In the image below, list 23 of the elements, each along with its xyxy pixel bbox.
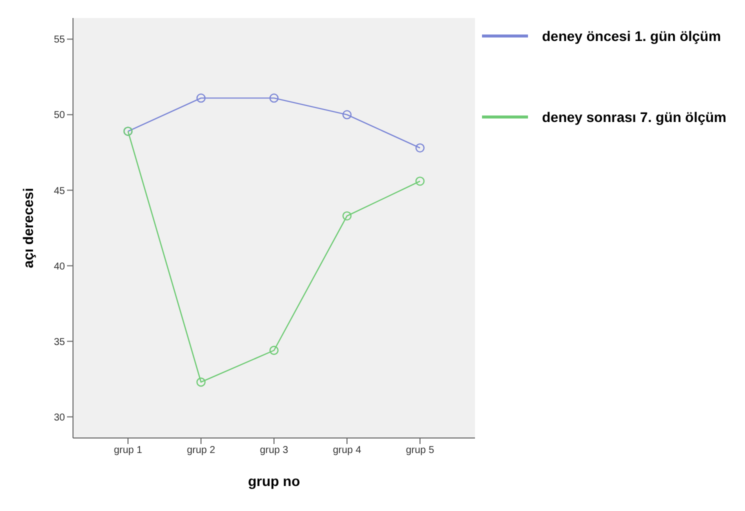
point <box>196 93 206 103</box>
y-tick-label: 40 <box>54 261 66 272</box>
y-tick-label: 55 <box>54 34 66 46</box>
x-axis-title: grup no <box>248 473 300 489</box>
point <box>269 93 279 103</box>
legend-label: deney sonrası 7. gün ölçüm <box>542 109 726 125</box>
point <box>342 110 352 120</box>
y-tick-label: 30 <box>54 412 66 424</box>
point <box>196 378 206 387</box>
y-tick-label: 50 <box>54 110 66 122</box>
legend-label: deney öncesi 1. gün ölçüm <box>542 28 721 44</box>
x-tick-label: grup 1 <box>114 445 143 456</box>
x-tick-label: grup 4 <box>332 445 362 456</box>
y-tick-label: 45 <box>54 186 66 197</box>
y-tick-label: 35 <box>54 336 66 348</box>
x-tick-label: grup 5 <box>406 445 435 456</box>
point <box>342 211 352 221</box>
y-axis-title: açı derecesi <box>20 188 36 268</box>
x-tick-label: grup 3 <box>260 445 289 456</box>
point <box>415 176 425 186</box>
x-tick-label: grup 2 <box>186 445 216 456</box>
point <box>415 143 425 153</box>
point <box>269 346 279 355</box>
